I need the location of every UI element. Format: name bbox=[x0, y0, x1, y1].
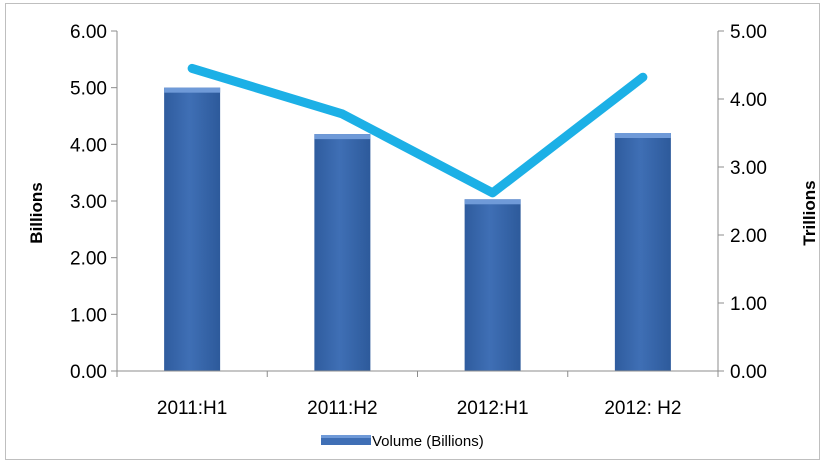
bars-group bbox=[164, 87, 671, 372]
y-tick-label: 1.00 bbox=[70, 305, 107, 326]
y-tick-label: 4.00 bbox=[70, 135, 107, 156]
axes-group bbox=[111, 30, 724, 377]
x-tick-label: 2012:H1 bbox=[457, 398, 529, 419]
bar-2011-h2 bbox=[314, 134, 371, 371]
legend-label: Volume (Billions) bbox=[372, 433, 484, 450]
y2-tick-label: 5.00 bbox=[730, 22, 767, 43]
bar-top-highlight bbox=[164, 87, 221, 93]
y-tick-label: 6.00 bbox=[70, 22, 107, 43]
y-tick-label: 0.00 bbox=[70, 362, 107, 383]
y2-tick-label: 4.00 bbox=[730, 90, 767, 111]
y-tick-label: 3.00 bbox=[70, 192, 107, 213]
x-tick-label: 2011:H1 bbox=[157, 398, 227, 419]
y2-tick-label: 3.00 bbox=[730, 158, 767, 179]
y-axis-title: Billions bbox=[27, 182, 46, 243]
x-tick-label: 2011:H2 bbox=[307, 398, 377, 419]
bar-2012-h2 bbox=[614, 133, 671, 371]
x-tick-label: 2012: H2 bbox=[604, 398, 681, 419]
y2-tick-label: 1.00 bbox=[730, 294, 767, 315]
ticks-group: 0.00 1.00 2.00 3.00 4.00 5.00 6.00 0.00 1.00 2.00… bbox=[70, 22, 767, 419]
legend-swatch-highlight bbox=[321, 435, 371, 438]
bar-top-highlight bbox=[614, 133, 671, 138]
y2-tick-label: 0.00 bbox=[730, 362, 767, 383]
bar-top-highlight bbox=[314, 134, 371, 140]
chart-frame bbox=[5, 3, 820, 460]
legend: Volume (Billions) bbox=[321, 433, 484, 450]
y-tick-label: 2.00 bbox=[70, 249, 107, 270]
y2-axis-title: Trillions bbox=[800, 180, 819, 245]
line-layer bbox=[187, 63, 648, 198]
bar-2012-h1 bbox=[464, 199, 521, 371]
bar-2011-h1 bbox=[164, 87, 221, 372]
legend-swatch bbox=[321, 435, 371, 445]
y2-tick-label: 2.00 bbox=[730, 226, 767, 247]
bar-top-highlight bbox=[464, 199, 521, 205]
y-tick-label: 5.00 bbox=[70, 79, 107, 100]
trillions-line bbox=[187, 63, 648, 198]
